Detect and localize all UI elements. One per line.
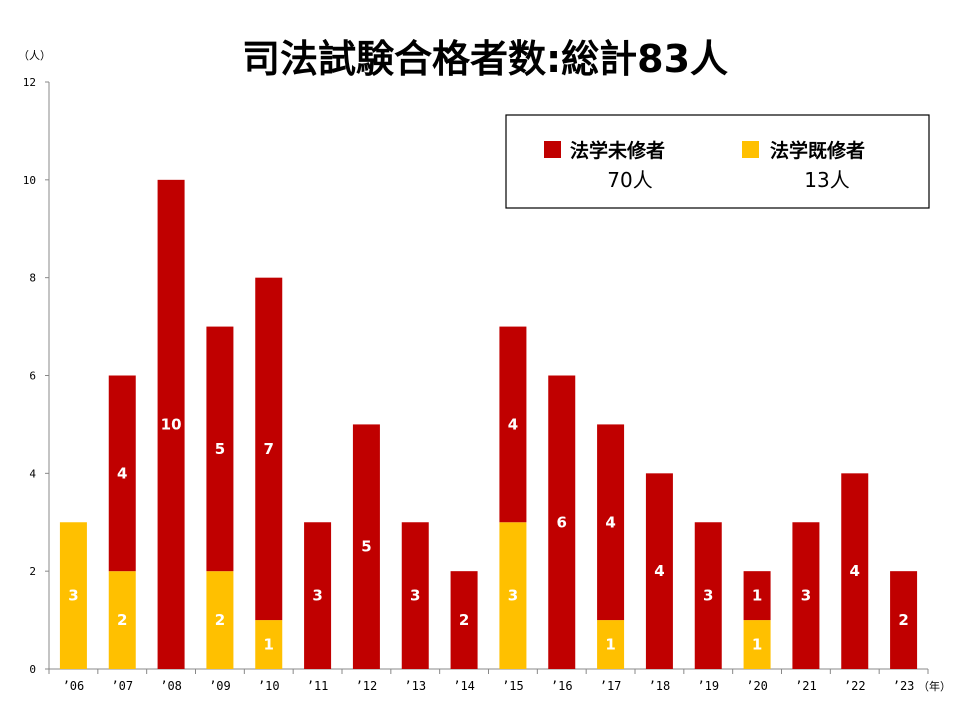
bar-segment [645, 473, 673, 669]
data-label: 1 [264, 636, 274, 654]
data-label: 2 [898, 611, 908, 629]
bar-segment [694, 522, 722, 669]
y-tick-label: 4 [29, 467, 36, 480]
x-tick-label: ’15 [502, 679, 524, 693]
bar-segment [890, 571, 918, 669]
bar-segment [401, 522, 429, 669]
data-label: 4 [605, 513, 615, 531]
x-tick-label: ’13 [404, 679, 426, 693]
y-tick-label: 12 [23, 76, 36, 89]
y-axis-unit: （人） [18, 49, 51, 62]
legend-count-schooled: 13人 [804, 168, 849, 192]
y-tick-label: 0 [29, 663, 36, 676]
bar-segment [255, 277, 283, 621]
bar-segment [841, 473, 869, 669]
bar-segment [352, 424, 380, 669]
x-tick-label: ’16 [551, 679, 573, 693]
legend-label-schooled: 法学既修者 [770, 139, 865, 162]
bar-segment [499, 522, 527, 669]
x-tick-label: ’22 [844, 679, 866, 693]
data-label: 10 [161, 415, 182, 433]
bar-segment [743, 571, 771, 621]
data-label: 3 [508, 587, 518, 605]
x-tick-label: ’08 [160, 679, 182, 693]
bar-segment [792, 522, 820, 669]
legend: 法学未修者 70人 法学既修者 13人 [505, 114, 930, 209]
x-tick-label: ’11 [307, 679, 329, 693]
data-label: 2 [459, 611, 469, 629]
bar-segment [548, 375, 576, 669]
y-tick-label: 10 [23, 174, 36, 187]
x-tick-label: ’20 [746, 679, 768, 693]
axes: 024681012’06’07’08’09’10’11’12’13’14’15’… [23, 76, 929, 693]
data-label: 5 [215, 440, 225, 458]
x-tick-label: ’10 [258, 679, 280, 693]
bars [59, 179, 918, 670]
data-label: 3 [68, 587, 78, 605]
x-tick-label: ’23 [893, 679, 915, 693]
data-label: 4 [850, 562, 860, 580]
bar-segment [108, 375, 136, 572]
x-axis-unit: （年） [918, 679, 951, 693]
data-label: 2 [117, 611, 127, 629]
data-label: 1 [605, 636, 615, 654]
bar-segment [255, 620, 283, 669]
data-label: 6 [557, 513, 567, 531]
chart-title: 司法試験合格者数:総計83人 [242, 37, 728, 81]
bar-segment [304, 522, 332, 669]
bar-segment [157, 179, 185, 670]
data-label: 3 [801, 587, 811, 605]
bar-segment [597, 424, 625, 621]
x-tick-label: ’09 [209, 679, 231, 693]
x-tick-label: ’17 [600, 679, 622, 693]
data-label: 3 [312, 587, 322, 605]
legend-swatch-unschooled [544, 141, 561, 158]
x-tick-label: ’12 [356, 679, 378, 693]
bar-segment [108, 571, 136, 669]
y-tick-label: 2 [29, 565, 36, 578]
x-tick-label: ’06 [63, 679, 85, 693]
bar-segment [59, 522, 87, 669]
bar-segment [743, 620, 771, 669]
legend-label-unschooled: 法学未修者 [570, 139, 665, 162]
x-tick-label: ’07 [111, 679, 133, 693]
data-label: 4 [508, 415, 518, 433]
data-label: 4 [117, 464, 127, 482]
data-labels: 3 2 4 10 2 5 1 7 3 5 3 2 3 4 6 1 4 4 3 1 1 3 4 2 [68, 415, 909, 653]
data-label: 4 [654, 562, 664, 580]
data-label: 5 [361, 538, 371, 556]
y-tick-label: 6 [29, 370, 36, 383]
data-label: 7 [264, 440, 274, 458]
bar-segment [499, 326, 527, 523]
data-label: 2 [215, 611, 225, 629]
data-label: 1 [752, 636, 762, 654]
x-tick-label: ’18 [649, 679, 671, 693]
legend-swatch-schooled [742, 141, 759, 158]
x-tick-label: ’19 [697, 679, 719, 693]
legend-count-unschooled: 70人 [607, 168, 652, 192]
x-tick-label: ’21 [795, 679, 817, 693]
bar-segment [206, 326, 234, 572]
y-tick-label: 8 [29, 272, 36, 285]
x-tick-label: ’14 [453, 679, 475, 693]
legend-box [505, 114, 930, 209]
data-label: 3 [703, 587, 713, 605]
bar-segment [450, 571, 478, 669]
data-label: 3 [410, 587, 420, 605]
bar-segment [206, 571, 234, 669]
bar-segment [597, 620, 625, 669]
data-label: 1 [752, 587, 762, 605]
